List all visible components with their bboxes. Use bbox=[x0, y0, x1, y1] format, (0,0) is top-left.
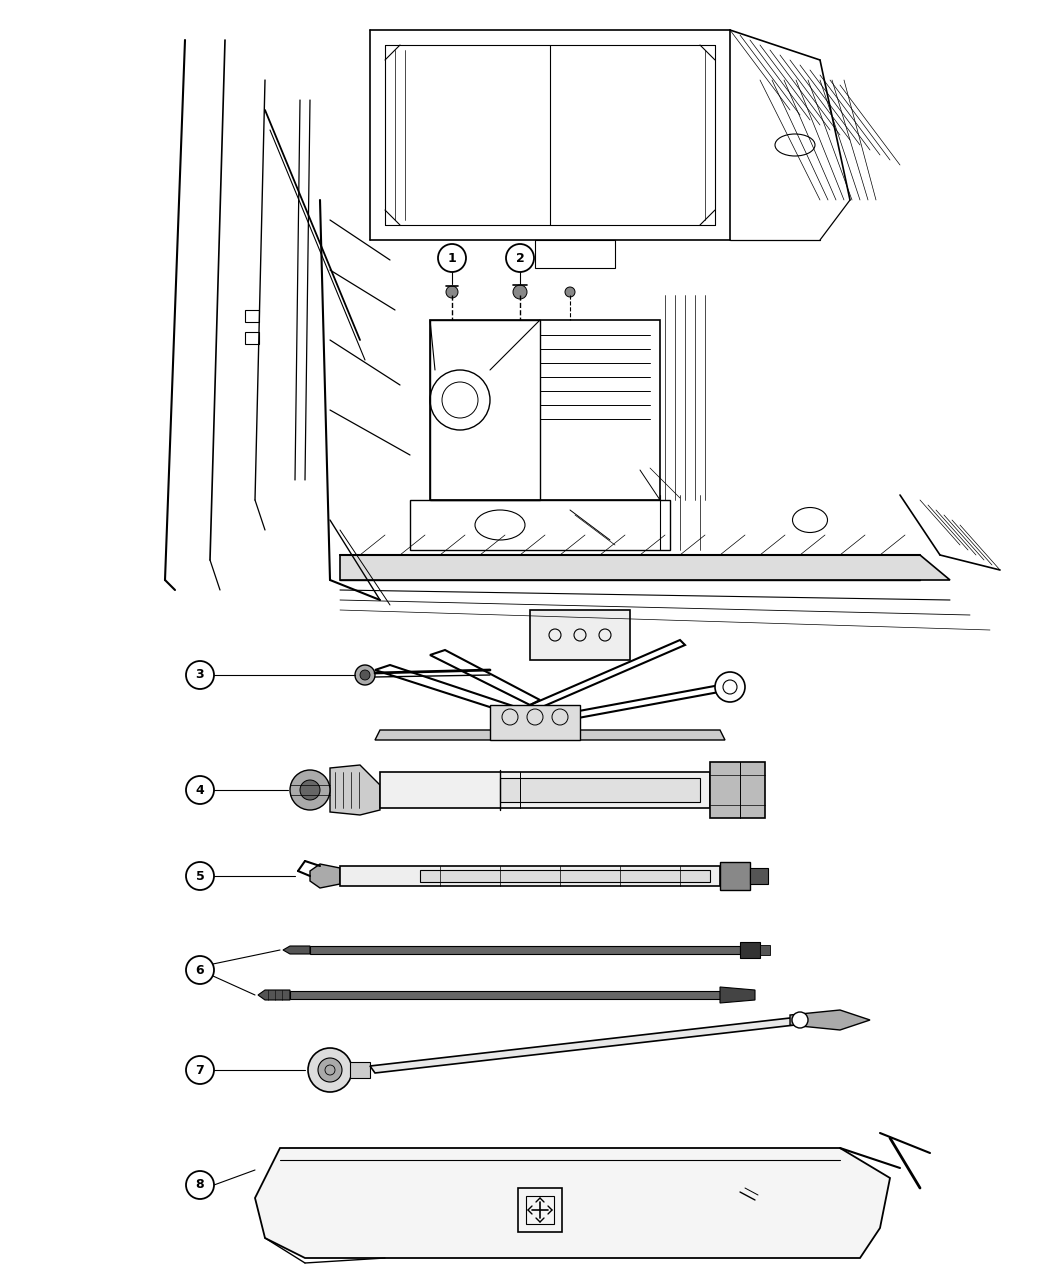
Bar bbox=[760, 945, 770, 955]
Bar bbox=[430, 320, 660, 500]
Text: 1: 1 bbox=[447, 251, 457, 264]
Circle shape bbox=[565, 287, 575, 297]
Bar bbox=[750, 868, 768, 884]
Bar bbox=[290, 991, 720, 1000]
Circle shape bbox=[355, 666, 375, 685]
Text: 6: 6 bbox=[195, 964, 205, 977]
Bar bbox=[710, 762, 765, 819]
Polygon shape bbox=[790, 1010, 870, 1030]
Polygon shape bbox=[258, 989, 290, 1000]
Circle shape bbox=[186, 660, 214, 689]
Text: 8: 8 bbox=[195, 1178, 205, 1192]
Polygon shape bbox=[375, 731, 724, 739]
Polygon shape bbox=[340, 555, 950, 580]
Bar bbox=[245, 310, 259, 323]
Polygon shape bbox=[310, 864, 340, 887]
Bar bbox=[740, 942, 760, 958]
Circle shape bbox=[186, 956, 214, 984]
Circle shape bbox=[318, 1058, 342, 1082]
Circle shape bbox=[792, 1012, 809, 1028]
Circle shape bbox=[513, 286, 527, 300]
Circle shape bbox=[290, 770, 330, 810]
Circle shape bbox=[715, 672, 746, 703]
Circle shape bbox=[446, 286, 458, 298]
Circle shape bbox=[186, 862, 214, 890]
Circle shape bbox=[360, 669, 370, 680]
Bar bbox=[530, 609, 630, 660]
Circle shape bbox=[300, 780, 320, 799]
Circle shape bbox=[438, 244, 466, 272]
Bar bbox=[245, 332, 259, 344]
Circle shape bbox=[308, 1048, 352, 1091]
Polygon shape bbox=[255, 1148, 890, 1258]
Text: 7: 7 bbox=[195, 1063, 205, 1076]
Text: 3: 3 bbox=[195, 668, 205, 682]
Bar bbox=[410, 500, 670, 550]
Polygon shape bbox=[340, 866, 720, 886]
Polygon shape bbox=[330, 765, 380, 815]
Circle shape bbox=[506, 244, 534, 272]
Polygon shape bbox=[284, 946, 310, 954]
Bar bbox=[518, 1188, 562, 1232]
Text: 2: 2 bbox=[516, 251, 524, 264]
Circle shape bbox=[186, 1056, 214, 1084]
Bar bbox=[310, 946, 740, 954]
Bar bbox=[720, 862, 750, 890]
Circle shape bbox=[186, 776, 214, 805]
Polygon shape bbox=[370, 1017, 795, 1074]
Bar bbox=[536, 240, 615, 268]
Text: 5: 5 bbox=[195, 870, 205, 882]
Bar bbox=[490, 705, 580, 739]
Bar bbox=[526, 1196, 554, 1224]
Polygon shape bbox=[420, 870, 710, 882]
Polygon shape bbox=[380, 771, 710, 808]
Polygon shape bbox=[720, 987, 755, 1003]
Polygon shape bbox=[500, 778, 700, 802]
Bar bbox=[430, 320, 540, 500]
Text: 4: 4 bbox=[195, 784, 205, 797]
Bar bbox=[350, 1062, 370, 1077]
Circle shape bbox=[186, 1170, 214, 1198]
